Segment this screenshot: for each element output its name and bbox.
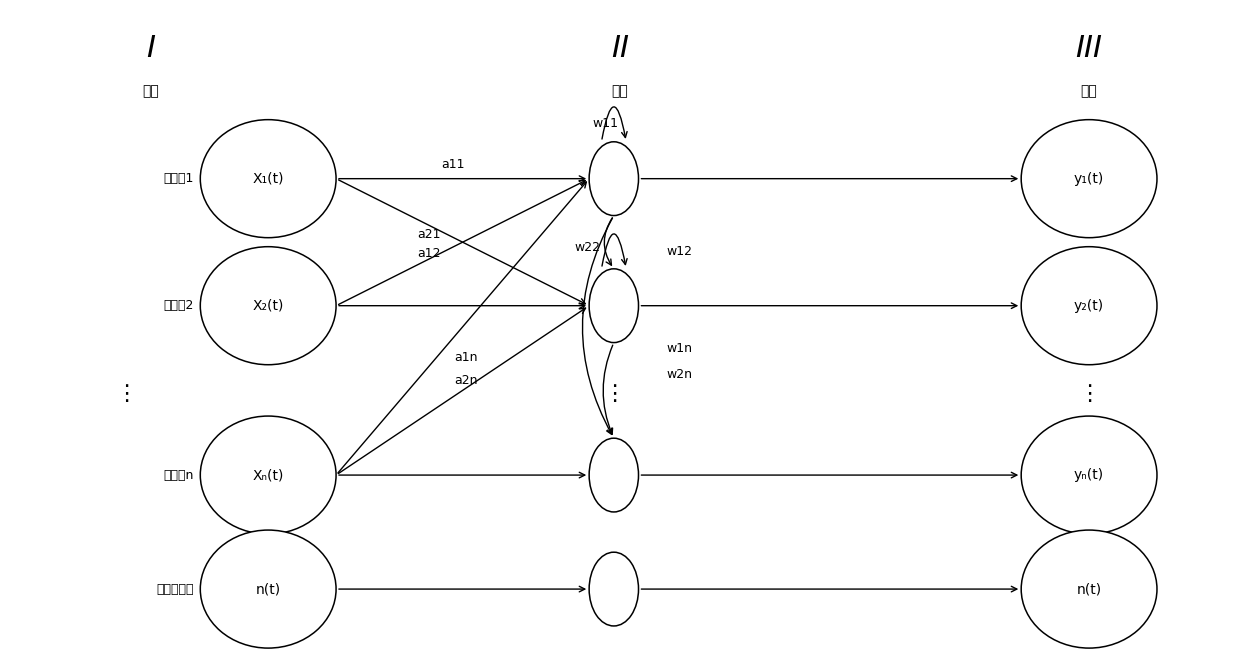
Text: ⋮: ⋮ <box>115 384 138 403</box>
Ellipse shape <box>201 120 336 238</box>
Text: w11: w11 <box>593 117 619 130</box>
Ellipse shape <box>589 552 639 626</box>
Text: w22: w22 <box>575 240 601 254</box>
Ellipse shape <box>589 269 639 342</box>
FancyArrowPatch shape <box>604 218 613 265</box>
Text: 体表: 体表 <box>1081 83 1097 98</box>
Text: w1n: w1n <box>667 342 693 355</box>
Text: Xₙ(t): Xₙ(t) <box>253 468 284 482</box>
Text: 心音源2: 心音源2 <box>164 299 195 312</box>
FancyArrowPatch shape <box>603 345 613 434</box>
FancyArrowPatch shape <box>583 218 613 434</box>
FancyArrowPatch shape <box>601 234 627 266</box>
Text: w12: w12 <box>667 245 693 258</box>
Text: w2n: w2n <box>667 368 693 380</box>
Text: n(t): n(t) <box>1076 582 1101 596</box>
Ellipse shape <box>1022 416 1157 534</box>
Ellipse shape <box>1022 246 1157 365</box>
Text: a1n: a1n <box>454 351 477 365</box>
Text: X₂(t): X₂(t) <box>253 299 284 313</box>
Text: I: I <box>146 34 155 63</box>
Ellipse shape <box>201 530 336 648</box>
Ellipse shape <box>1022 120 1157 238</box>
Text: y₂(t): y₂(t) <box>1074 299 1104 313</box>
Text: 心脏: 心脏 <box>143 83 159 98</box>
Text: 胸腔: 胸腔 <box>611 83 629 98</box>
Ellipse shape <box>589 142 639 215</box>
Text: X₁(t): X₁(t) <box>253 171 284 186</box>
FancyArrowPatch shape <box>601 107 627 139</box>
Text: a2n: a2n <box>454 374 477 387</box>
Text: ⋮: ⋮ <box>603 384 625 403</box>
Text: n(t): n(t) <box>255 582 280 596</box>
Text: 心音源1: 心音源1 <box>164 172 195 185</box>
Text: III: III <box>1075 34 1102 63</box>
Ellipse shape <box>1022 530 1157 648</box>
Ellipse shape <box>201 416 336 534</box>
Text: a21: a21 <box>417 227 440 240</box>
Text: yₙ(t): yₙ(t) <box>1074 468 1104 482</box>
Ellipse shape <box>201 246 336 365</box>
Text: y₁(t): y₁(t) <box>1074 171 1104 186</box>
Text: a11: a11 <box>441 158 465 171</box>
Text: 各种噪声源: 各种噪声源 <box>156 583 195 596</box>
Ellipse shape <box>589 438 639 512</box>
Text: II: II <box>611 34 629 63</box>
Text: 心音源n: 心音源n <box>164 468 195 482</box>
Text: ⋮: ⋮ <box>1078 384 1100 403</box>
Text: a12: a12 <box>417 247 440 260</box>
